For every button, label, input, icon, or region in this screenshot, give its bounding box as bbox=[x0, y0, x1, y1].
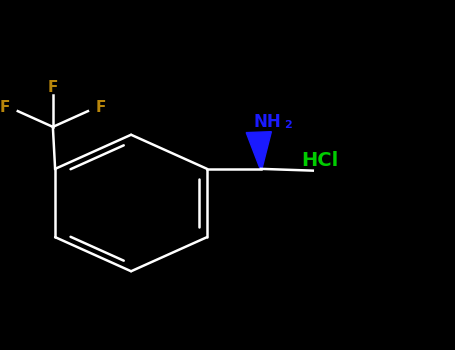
Text: F: F bbox=[96, 100, 106, 115]
Text: HCl: HCl bbox=[301, 152, 339, 170]
Polygon shape bbox=[246, 132, 271, 169]
Text: 2: 2 bbox=[284, 120, 292, 130]
Text: F: F bbox=[0, 100, 10, 115]
Text: NH: NH bbox=[254, 113, 282, 131]
Text: F: F bbox=[48, 80, 58, 95]
